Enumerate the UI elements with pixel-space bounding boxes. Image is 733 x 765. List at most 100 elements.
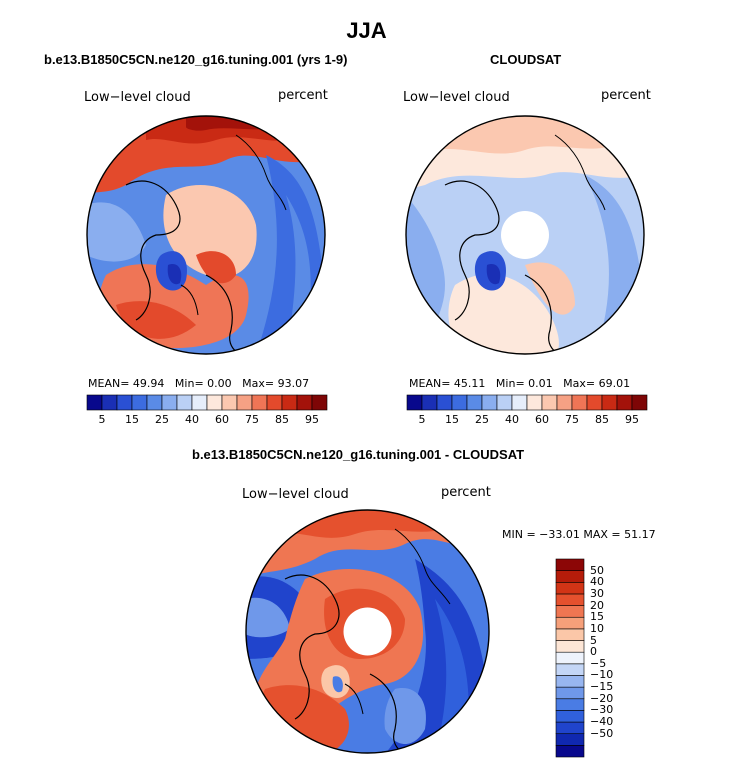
model-units-label: percent [278, 88, 328, 103]
colorbar-swatch [601, 394, 618, 411]
colorbar-tick-label: 0 [590, 645, 597, 659]
difference-polar-map [245, 509, 490, 754]
cloudsat-stats: MEAN= 45.11 Min= 0.01 Max= 69.01 [409, 377, 631, 390]
diff-variable-label: Low−level cloud [242, 487, 349, 502]
colorbar-tick-label: 85 [595, 413, 609, 426]
colorbar-swatch [236, 394, 253, 411]
cloudsat-max: 69.01 [598, 377, 631, 390]
colorbar-tick-label: 60 [215, 413, 229, 426]
cloudsat-units-label: percent [601, 88, 651, 103]
colorbar-tick-label: 25 [155, 413, 169, 426]
difference-minmax: MIN = −33.01 MAX = 51.17 [502, 528, 656, 541]
colorbar-tick-label: −10 [590, 668, 614, 682]
colorbar-tick-label: 15 [125, 413, 139, 426]
cloudsat-colorbar [406, 394, 648, 411]
colorbar-swatch [555, 605, 585, 618]
colorbar-tick-label: 40 [185, 413, 199, 426]
colorbar-tick-label: 15 [590, 610, 604, 624]
colorbar-swatch [555, 675, 585, 688]
colorbar-swatch [555, 640, 585, 653]
colorbar-swatch [421, 394, 438, 411]
cloudsat-min: 0.01 [528, 377, 553, 390]
colorbar-swatch [266, 394, 283, 411]
colorbar-tick-label: −15 [590, 680, 614, 694]
colorbar-swatch [496, 394, 513, 411]
panel-title-diff: b.e13.B1850C5CN.ne120_g16.tuning.001 - C… [192, 447, 525, 462]
colorbar-swatch [511, 394, 528, 411]
colorbar-tick-label: 95 [305, 413, 319, 426]
colorbar-swatch [86, 394, 103, 411]
model-mean: 49.94 [132, 377, 165, 390]
colorbar-tick-label: 5 [98, 413, 106, 426]
colorbar-swatch [555, 628, 585, 641]
colorbar-tick-label: −5 [590, 656, 607, 670]
colorbar-tick-label: 10 [590, 621, 604, 635]
colorbar-swatch [555, 651, 585, 665]
colorbar-tick-label: 40 [590, 575, 604, 589]
colorbar-tick-label: 30 [590, 586, 604, 600]
colorbar-tick-label: 60 [535, 413, 549, 426]
colorbar-swatch [555, 698, 585, 711]
difference-colorbar [555, 558, 585, 758]
colorbar-swatch [556, 394, 573, 411]
colorbar-swatch [555, 721, 585, 735]
colorbar-swatch [191, 394, 208, 411]
model-colorbar [86, 394, 328, 411]
panel-title-cloudsat: CLOUDSAT [490, 52, 562, 67]
colorbar-swatch [466, 394, 483, 411]
cloudsat-mean: 45.11 [453, 377, 486, 390]
colorbar-swatch [296, 394, 313, 411]
colorbar-swatch [406, 394, 423, 411]
colorbar-swatch [146, 394, 163, 411]
colorbar-swatch [101, 394, 118, 411]
panel-title-model: b.e13.B1850C5CN.ne120_g16.tuning.001 (yr… [44, 52, 348, 67]
colorbar-swatch [526, 394, 543, 411]
cloudsat-polar-map [405, 115, 645, 355]
model-variable-label: Low−level cloud [84, 90, 191, 105]
colorbar-swatch [555, 593, 585, 606]
colorbar-tick-label: 75 [565, 413, 579, 426]
colorbar-swatch [481, 394, 498, 411]
colorbar-tick-label: −30 [590, 703, 614, 717]
colorbar-swatch [436, 394, 453, 411]
colorbar-swatch [541, 394, 558, 411]
colorbar-swatch [251, 394, 268, 411]
colorbar-swatch [281, 394, 298, 411]
figure-title: JJA [346, 18, 387, 43]
colorbar-swatch [586, 394, 603, 411]
colorbar-tick-label: 15 [445, 413, 459, 426]
colorbar-swatch [131, 394, 148, 411]
colorbar-tick-label: 5 [418, 413, 426, 426]
colorbar-tick-label: −50 [590, 726, 614, 740]
model-min: 0.00 [207, 377, 232, 390]
colorbar-swatch [176, 394, 193, 411]
colorbar-tick-label: 5 [590, 633, 597, 647]
colorbar-tick-label: 95 [625, 413, 639, 426]
colorbar-swatch [555, 616, 585, 630]
colorbar-tick-label: 25 [475, 413, 489, 426]
colorbar-swatch [555, 733, 585, 746]
colorbar-swatch [555, 663, 585, 676]
colorbar-tick-label: 85 [275, 413, 289, 426]
colorbar-tick-label: −20 [590, 691, 614, 705]
colorbar-tick-label: 75 [245, 413, 259, 426]
colorbar-swatch [555, 710, 585, 723]
colorbar-swatch [555, 570, 585, 583]
colorbar-swatch [571, 394, 588, 411]
colorbar-swatch [451, 394, 468, 411]
colorbar-swatch [555, 745, 585, 758]
colorbar-swatch [631, 394, 648, 411]
colorbar-tick-label: 40 [505, 413, 519, 426]
model-polar-map [86, 115, 326, 355]
cloudsat-variable-label: Low−level cloud [403, 90, 510, 105]
colorbar-swatch [116, 394, 133, 411]
colorbar-tick-label: 50 [590, 563, 604, 577]
colorbar-swatch [555, 686, 585, 700]
colorbar-swatch [161, 394, 178, 411]
model-stats: MEAN= 49.94 Min= 0.00 Max= 93.07 [88, 377, 310, 390]
colorbar-tick-label: 20 [590, 598, 604, 612]
diff-units-label: percent [441, 485, 491, 500]
colorbar-swatch [311, 394, 328, 411]
colorbar-swatch [206, 394, 223, 411]
model-max: 93.07 [277, 377, 310, 390]
